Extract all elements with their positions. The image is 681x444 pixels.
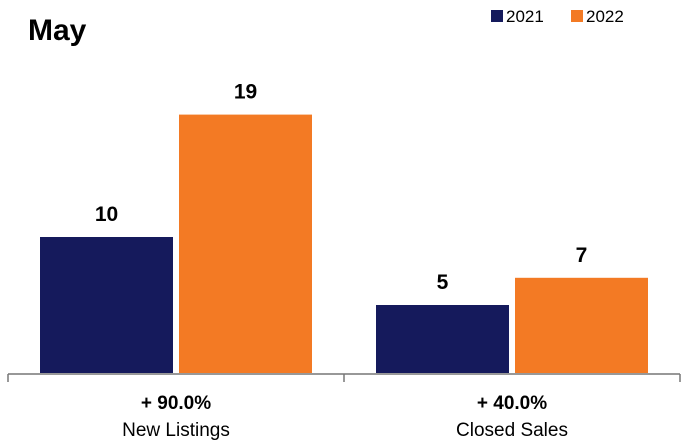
change-label-closed-sales: + 40.0% xyxy=(477,393,547,414)
bar-2022-closed-sales xyxy=(515,277,648,373)
value-label-2022-closed-sales: 7 xyxy=(576,244,588,267)
legend-swatch-2021 xyxy=(491,10,503,22)
value-label-2021-new-listings: 10 xyxy=(95,203,118,226)
category-label-new-listings: New Listings xyxy=(122,420,230,441)
x-axis-ticks xyxy=(7,374,681,382)
category-label-closed-sales: Closed Sales xyxy=(456,420,568,441)
bar-2022-new-listings xyxy=(179,114,312,373)
legend-label-2022: 2022 xyxy=(586,7,624,26)
bar-2021-closed-sales xyxy=(376,305,509,373)
chart-title: May xyxy=(28,14,87,47)
change-label-new-listings: + 90.0% xyxy=(141,393,211,414)
category-labels-group: + 90.0% New Listings + 40.0% Closed Sales xyxy=(122,393,568,441)
legend-label-2021: 2021 xyxy=(506,7,544,26)
value-label-2021-closed-sales: 5 xyxy=(437,271,449,294)
legend: 2021 2022 xyxy=(491,7,624,26)
value-label-2022-new-listings: 19 xyxy=(234,81,257,104)
bar-2021-new-listings xyxy=(40,237,173,373)
bars-group xyxy=(40,114,648,373)
legend-swatch-2022 xyxy=(571,10,583,22)
value-labels-group: 10 19 5 7 xyxy=(95,81,588,294)
